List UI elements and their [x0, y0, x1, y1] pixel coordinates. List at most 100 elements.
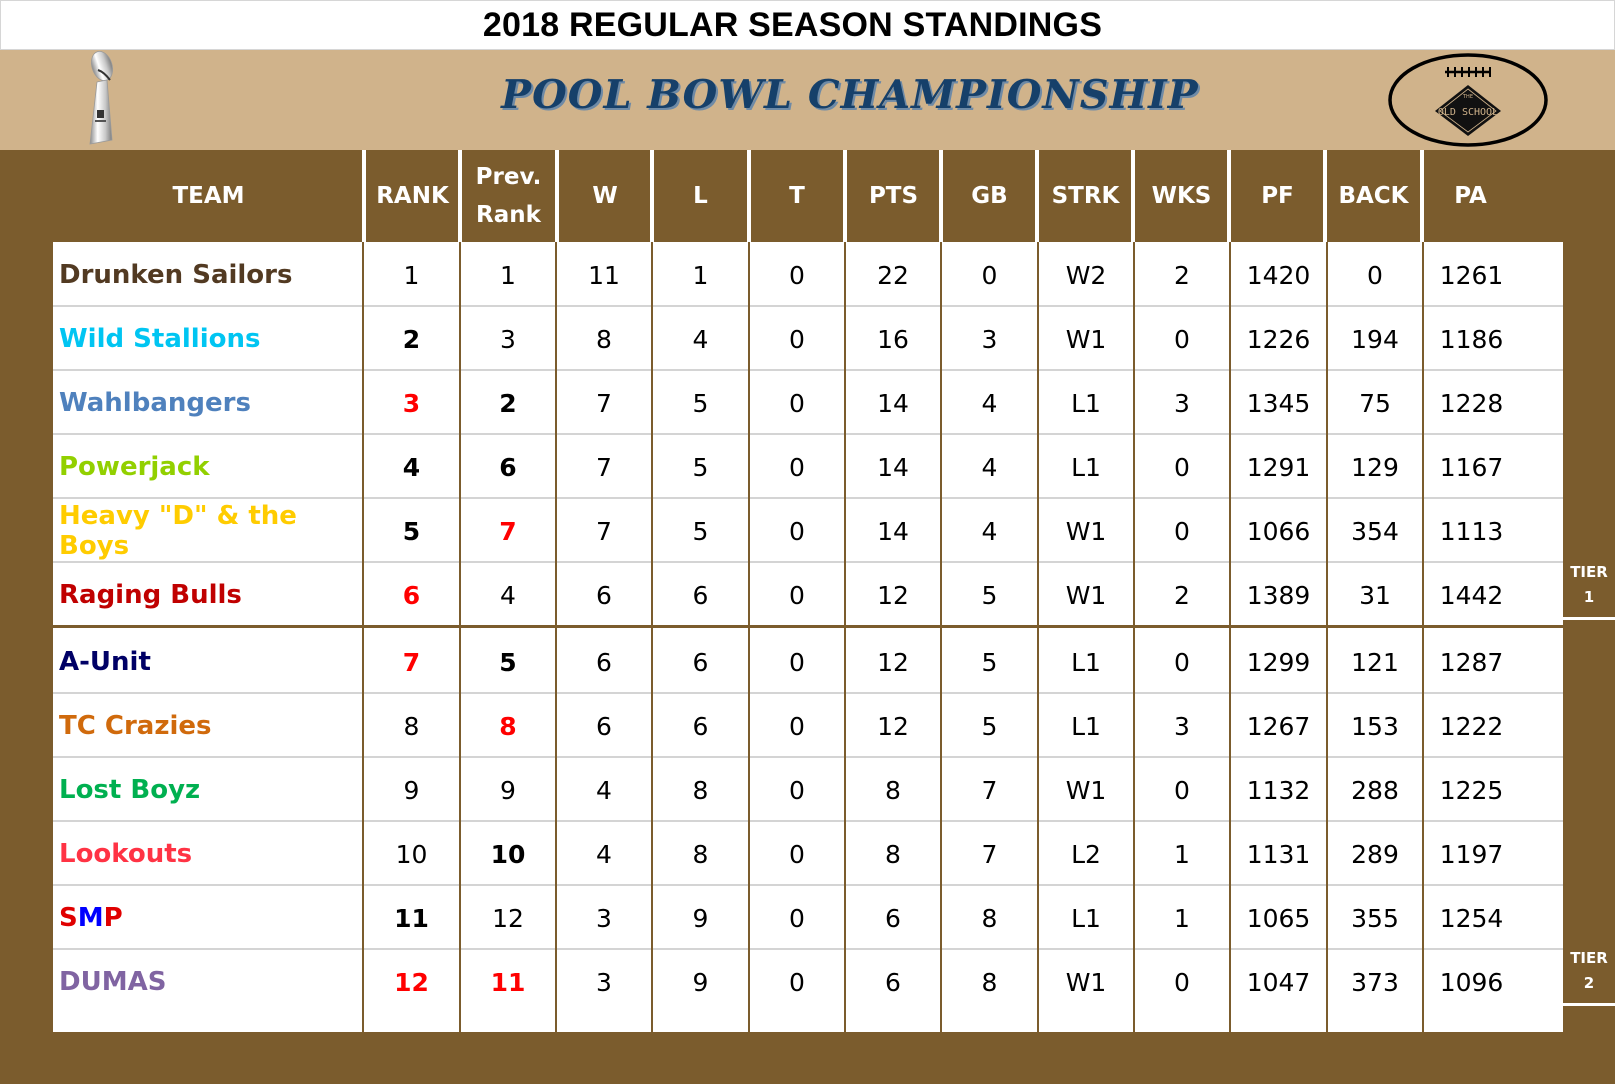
cell-w: 7: [596, 452, 612, 482]
column-header-pts[interactable]: PTS: [868, 183, 919, 209]
cell-w: 4: [596, 775, 612, 805]
cell-w: 6: [596, 580, 612, 610]
cell-prev-rank: 3: [500, 324, 516, 354]
cell-wks: 0: [1174, 775, 1190, 805]
row-divider: [53, 948, 1563, 950]
column-header-prev-rank[interactable]: Prev. Rank: [462, 150, 555, 242]
cell-l: 8: [692, 775, 709, 805]
table-row[interactable]: Wahlbangers 3 2 7 5 0 14 4 L1 3 1345 75 1228: [53, 370, 1563, 436]
cell-gb: 4: [981, 452, 998, 482]
cell-pa: 1228: [1439, 388, 1504, 418]
cell-wks: 1: [1174, 839, 1190, 869]
header-divider: [1035, 150, 1039, 242]
cell-pa: 1096: [1439, 967, 1504, 997]
tier-1-label: TIER 1: [1563, 242, 1615, 618]
column-divider: [1326, 242, 1328, 1032]
column-divider: [362, 242, 364, 1032]
table-row[interactable]: S M P 11 12 3 9 0 6 8 L1 1 1065 355 1254: [53, 885, 1563, 951]
cell-wks: 3: [1174, 388, 1190, 418]
column-header-pa[interactable]: PA: [1454, 183, 1487, 209]
table-row[interactable]: Powerjack 4 6 7 5 0 14 4 L1 0 1291 129 1167: [53, 434, 1563, 500]
column-header-w[interactable]: W: [592, 183, 618, 209]
team-name: Powerjack: [59, 452, 210, 482]
cell-strk: W1: [1065, 775, 1107, 805]
cell-pts: 6: [885, 967, 901, 997]
cell-rank: 4: [402, 452, 421, 482]
table-row[interactable]: A-Unit 7 5 6 6 0 12 5 L1 0 1299 121 1287: [53, 629, 1563, 695]
column-header-rank[interactable]: RANK: [376, 183, 449, 209]
cell-pa: 1225: [1439, 775, 1504, 805]
table-row[interactable]: Heavy "D" & the Boys 5 7 7 5 0 14 4 W1 0 1066 354 11…: [53, 498, 1563, 564]
team-name: Drunken Sailors: [59, 260, 293, 290]
cell-rank: 9: [403, 775, 420, 805]
team-name: Raging Bulls: [59, 580, 242, 610]
table-row[interactable]: Lookouts 10 10 4 8 0 8 7 L2 1 1131 289 1197: [53, 821, 1563, 887]
cell-t: 0: [789, 260, 805, 290]
cell-prev-rank: 9: [500, 775, 516, 805]
cell-pf: 1226: [1246, 324, 1311, 354]
cell-pa: 1222: [1439, 711, 1504, 741]
cell-t: 0: [789, 580, 805, 610]
cell-gb: 7: [981, 839, 998, 869]
row-divider: [53, 820, 1563, 822]
table-row[interactable]: DUMAS 12 11 3 9 0 6 8 W1 0 1047 373 1096: [53, 949, 1563, 1015]
column-divider: [651, 242, 653, 1032]
cell-strk: W2: [1065, 260, 1107, 290]
column-divider: [1133, 242, 1135, 1032]
cell-back: 355: [1351, 903, 1399, 933]
table-row[interactable]: Wild Stallions 2 3 8 4 0 16 3 W1 0 1226 194 1186: [53, 306, 1563, 372]
cell-pts: 22: [877, 260, 909, 290]
row-divider: [53, 756, 1563, 758]
cell-back: 289: [1351, 839, 1399, 869]
title-bar: 2018 REGULAR SEASON STANDINGS: [0, 0, 1615, 50]
column-header-l[interactable]: L: [693, 183, 708, 209]
table-row[interactable]: Raging Bulls 6 4 6 6 0 12 5 W1 2 1389 31 1442: [53, 562, 1563, 628]
header-divider: [458, 150, 462, 242]
column-header-gb[interactable]: GB: [971, 183, 1008, 209]
table-row[interactable]: Drunken Sailors 1 1 11 1 0 22 0 W2 2 1420 0 1261: [53, 242, 1563, 308]
cell-back: 194: [1351, 324, 1399, 354]
cell-pf: 1345: [1246, 388, 1311, 418]
tier-separator: [53, 625, 1563, 628]
column-header-pf[interactable]: PF: [1261, 183, 1294, 209]
cell-wks: 0: [1174, 516, 1190, 546]
header-divider: [747, 150, 751, 242]
cell-rank: 8: [403, 711, 420, 741]
cell-l: 8: [692, 839, 709, 869]
column-header-t[interactable]: T: [789, 183, 805, 209]
table-row[interactable]: Lost Boyz 9 9 4 8 0 8 7 W1 0 1132 288 1225: [53, 757, 1563, 823]
cell-l: 1: [692, 260, 709, 290]
cell-strk: L1: [1071, 903, 1101, 933]
cell-w: 11: [588, 260, 620, 290]
column-header-strk[interactable]: STRK: [1051, 183, 1120, 209]
cell-pf: 1291: [1246, 452, 1311, 482]
cell-pts: 12: [877, 580, 909, 610]
cell-strk: W1: [1065, 324, 1107, 354]
team-name: TC Crazies: [59, 711, 212, 741]
column-header-wks[interactable]: WKS: [1151, 183, 1212, 209]
header-divider: [939, 150, 943, 242]
cell-l: 6: [692, 580, 709, 610]
cell-gb: 8: [981, 967, 998, 997]
row-divider: [53, 369, 1563, 371]
table-row[interactable]: TC Crazies 8 8 6 6 0 12 5 L1 3 1267 153 1222: [53, 693, 1563, 759]
cell-wks: 3: [1174, 711, 1190, 741]
cell-l: 5: [692, 516, 709, 546]
column-header-back[interactable]: BACK: [1338, 183, 1409, 209]
team-name: Wahlbangers: [59, 388, 251, 418]
trophy-icon: [89, 51, 113, 145]
cell-rank: 3: [402, 388, 421, 418]
cell-w: 3: [596, 903, 612, 933]
tier-2-label: TIER 2: [1563, 620, 1615, 1004]
cell-pf: 1267: [1246, 711, 1311, 741]
column-header-team[interactable]: TEAM: [172, 183, 245, 209]
cell-w: 6: [596, 711, 612, 741]
cell-pf: 1066: [1246, 516, 1311, 546]
cell-wks: 2: [1174, 260, 1190, 290]
header-divider: [843, 150, 847, 242]
cell-strk: L1: [1071, 647, 1101, 677]
cell-t: 0: [789, 324, 805, 354]
cell-gb: 5: [981, 647, 998, 677]
cell-pf: 1065: [1246, 903, 1311, 933]
